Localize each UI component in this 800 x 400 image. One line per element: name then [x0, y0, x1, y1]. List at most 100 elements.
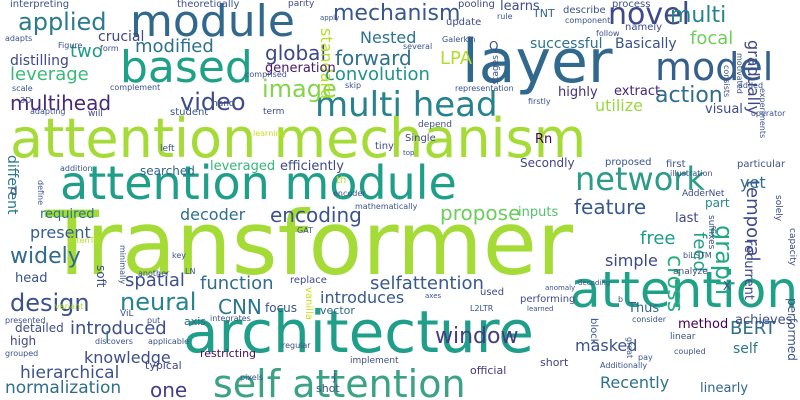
- word-pooling: pooling: [458, 0, 495, 10]
- word-linearly: linearly: [700, 381, 749, 396]
- word-consists: consists: [722, 65, 731, 98]
- word-free: free: [640, 228, 676, 249]
- word-bilstm: biLSTM: [683, 251, 712, 260]
- word-visual: visual: [705, 102, 743, 117]
- word-rn: Rn: [535, 132, 553, 147]
- word-detailed: detailed: [15, 321, 64, 335]
- word-knowledge: knowledge: [84, 348, 171, 367]
- word-utilize: utilize: [595, 96, 643, 115]
- word-form: form: [100, 44, 119, 53]
- word-short: short: [540, 356, 569, 369]
- word-achieves: achieves: [735, 313, 793, 328]
- word-thus: Thus: [628, 301, 660, 316]
- word-distilling: distilling: [10, 53, 69, 69]
- word-applicable: applicable: [148, 337, 190, 346]
- word-depend: depend: [418, 120, 452, 130]
- word-learned: learned: [527, 305, 554, 313]
- word-firstly: firstly: [528, 97, 551, 106]
- word-simple: simple: [605, 251, 658, 270]
- word-define: define: [36, 180, 45, 206]
- word-will: will: [88, 109, 103, 119]
- word-regular: regular: [282, 341, 311, 350]
- word-cnn: CNN: [218, 295, 262, 319]
- word-put: put: [147, 316, 161, 325]
- word-temporal: temporal: [742, 180, 763, 262]
- word-attention-mechanism: attention mechanism: [10, 107, 587, 170]
- word-block: block: [588, 318, 599, 345]
- word-another: another: [138, 269, 170, 278]
- word-spatial: spatial: [125, 270, 185, 291]
- word-last: last: [675, 211, 699, 226]
- word-attention-module: attention module: [60, 156, 457, 210]
- word-l2ltr: L2LTR: [470, 304, 494, 313]
- word-decoder: decoder: [180, 205, 246, 224]
- word-encoder: encoder: [333, 189, 366, 198]
- word-typical: typical: [145, 359, 182, 372]
- word-feature: feature: [574, 195, 647, 219]
- word-minimally: minimally: [118, 245, 127, 285]
- word-illustration: illustration: [670, 169, 713, 178]
- word-restricting: restricting: [200, 347, 257, 360]
- word-focus: focus: [265, 301, 298, 315]
- word-official: official: [470, 364, 507, 377]
- word-gradually: gradually: [744, 40, 763, 115]
- word-leverage: leverage: [10, 64, 89, 85]
- word-tnt: TNT: [533, 7, 555, 20]
- word-follow: follow: [596, 29, 620, 38]
- word-successful: successful: [530, 36, 603, 52]
- word-multihead: multihead: [10, 91, 112, 115]
- word-process: process: [612, 0, 651, 10]
- word-introduces: introduces: [320, 288, 405, 307]
- word-self-attention: self attention: [213, 362, 466, 400]
- word-galerkin: Galerkin: [442, 35, 476, 44]
- word-shot: shot: [316, 382, 340, 395]
- word-crucial: crucial: [98, 29, 145, 45]
- word-d: d: [10, 184, 18, 198]
- word-theoretically: theoretically: [177, 0, 240, 10]
- word-basically: Basically: [615, 36, 677, 52]
- word-single: Single: [405, 133, 436, 144]
- word-axis: axis: [184, 315, 207, 328]
- word-student: student: [170, 107, 209, 118]
- word-forward: forward: [335, 46, 412, 70]
- word-component: component: [565, 16, 611, 25]
- word-complement: complement: [110, 83, 161, 92]
- word-layer: layer: [462, 27, 613, 97]
- word-network: network: [575, 160, 705, 198]
- word-q: Q: [489, 39, 499, 53]
- word-vector: vector: [320, 304, 355, 317]
- word-proposed: proposed: [605, 157, 652, 168]
- word-design: design: [10, 289, 90, 317]
- word-method: method: [678, 317, 729, 332]
- word-figure: Figure: [58, 41, 83, 50]
- word-architecture: architecture: [183, 298, 534, 366]
- word-th: th: [336, 175, 347, 186]
- word-skip: skip: [345, 81, 362, 90]
- word-searched: searched: [140, 164, 195, 178]
- word-encoding: encoding: [270, 203, 362, 227]
- word-apply: apply: [320, 14, 340, 22]
- word-anomaly: anomaly: [545, 284, 576, 292]
- word-experiments: experiments: [758, 88, 767, 139]
- word-learns: learns: [500, 0, 540, 14]
- word-capacity: capacity: [787, 228, 797, 266]
- word-solely: solely: [773, 195, 783, 222]
- word-parity: parity: [288, 0, 315, 9]
- word-recently: Recently: [600, 373, 670, 392]
- word-generation: generation: [265, 61, 336, 76]
- word-neural: neural: [120, 288, 197, 316]
- word-gat: GAT: [297, 226, 313, 235]
- word-propose: propose: [440, 201, 521, 225]
- word-first: first: [666, 159, 686, 170]
- word-window: window: [435, 324, 519, 349]
- word-left: left: [160, 144, 175, 154]
- word-required: required: [40, 207, 95, 222]
- word-integrates: integrates: [210, 314, 251, 323]
- word-present: present: [30, 223, 91, 242]
- word-mathematically: mathematically: [355, 202, 418, 211]
- word-operator: operator: [751, 109, 786, 118]
- word-feed: feed: [689, 232, 710, 272]
- word-additionally: Additionally: [600, 361, 648, 370]
- word-module: module: [130, 0, 295, 47]
- word-image: image: [262, 75, 337, 103]
